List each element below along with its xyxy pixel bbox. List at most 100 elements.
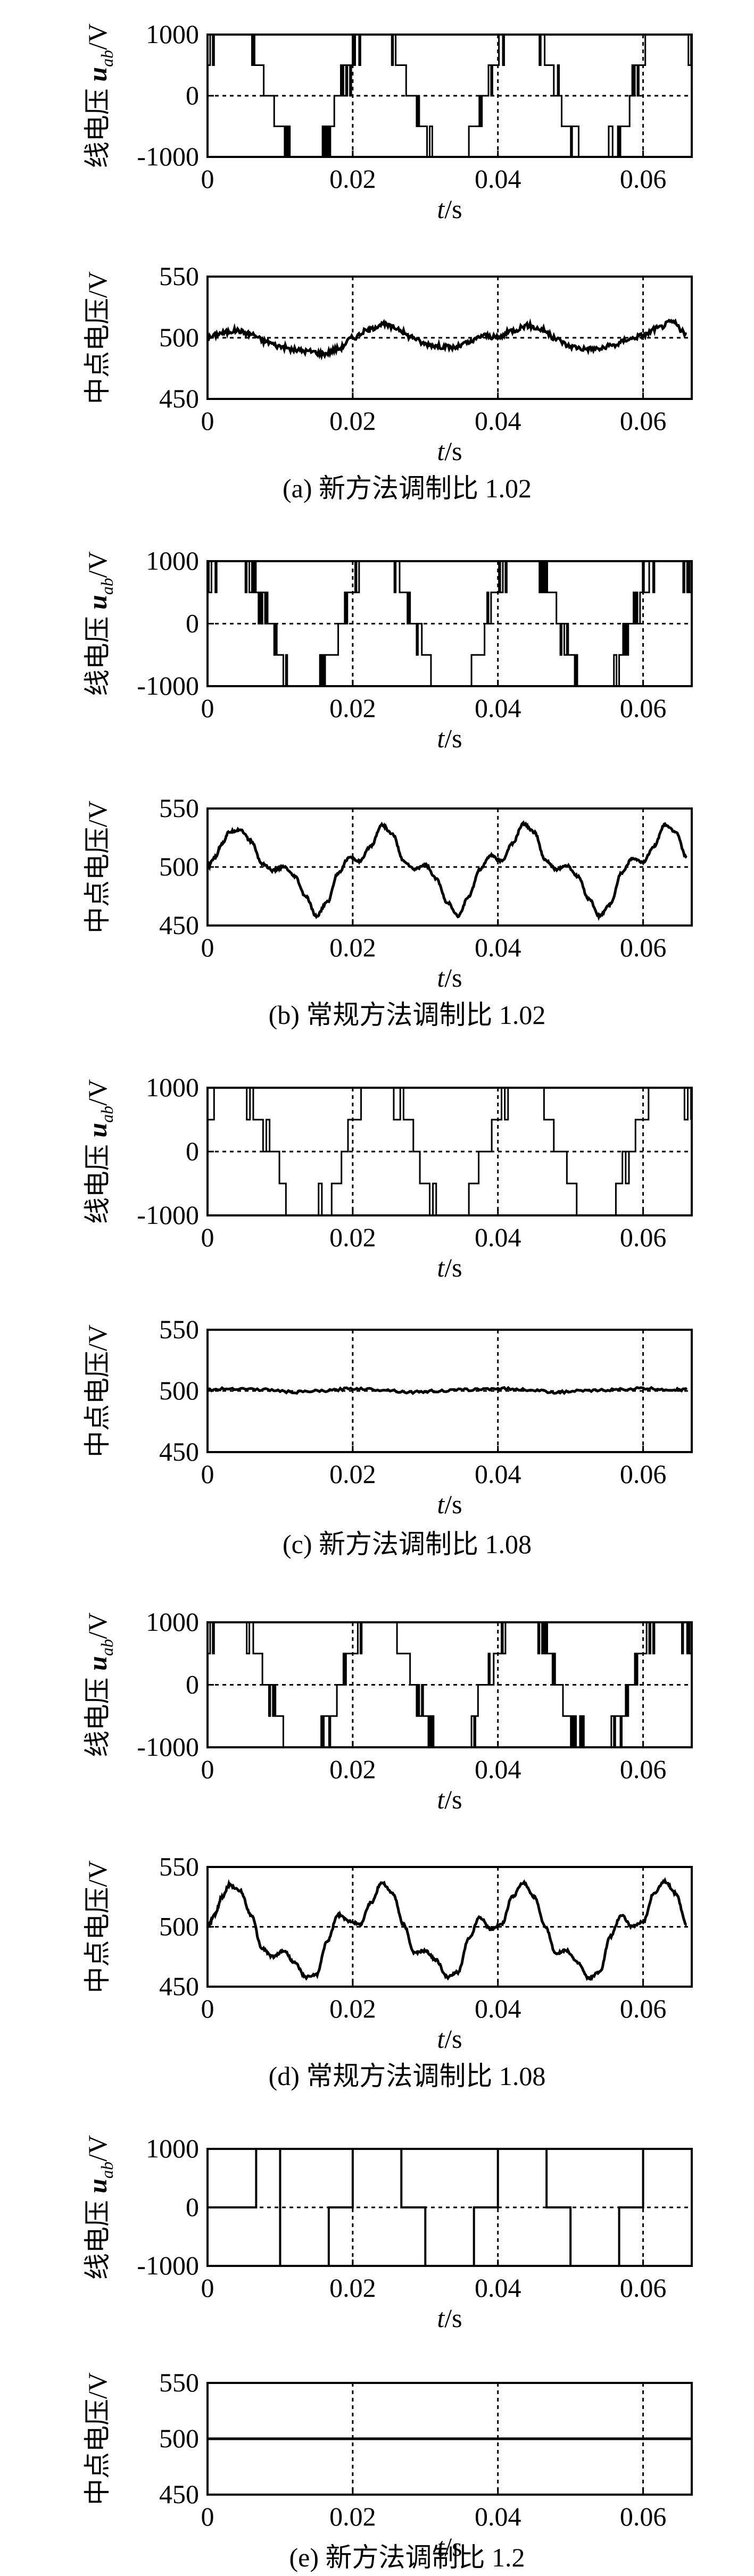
ylabel-prefix: 线电压 bbox=[82, 1671, 112, 1757]
np_chart-xlabel-unit: /s bbox=[444, 963, 462, 993]
np_chart-xlabel: t/s bbox=[437, 963, 462, 993]
line_chart-ytick-label-1: 0 bbox=[186, 2192, 199, 2222]
np_chart-xtick-label-3: 0.06 bbox=[620, 2502, 667, 2531]
line_chart-xtick-label-2: 0.04 bbox=[475, 693, 521, 723]
np_chart-xlabel: t/s bbox=[437, 2532, 462, 2562]
line_chart-xtick-label-0: 0 bbox=[201, 693, 214, 723]
np_chart-xtick-label-0: 0 bbox=[201, 1459, 214, 1489]
ylabel-prefix: 线电压 bbox=[82, 610, 112, 696]
line_chart-xlabel: t/s bbox=[437, 2303, 462, 2333]
np_chart-ytick-label-1: 500 bbox=[159, 1912, 199, 1941]
ylabel-var: u bbox=[82, 1123, 112, 1138]
neutral-point-chart: 450 500 550 0 0.02 0.04 0.06 t/s 中点电压/V bbox=[82, 793, 693, 993]
np_chart-ytick-label-1: 500 bbox=[159, 322, 199, 352]
panel-caption: (d) 常规方法调制比 1.08 bbox=[269, 2061, 546, 2091]
line_chart-xtick-label-1: 0.02 bbox=[329, 2273, 376, 2303]
line_chart-ytick-label-0: -1000 bbox=[137, 141, 199, 171]
ylabel-sub: ab bbox=[97, 1106, 117, 1123]
line_chart-xtick-label-0: 0 bbox=[201, 1754, 214, 1784]
line_chart-ylabel: 线电压 uab/V bbox=[82, 1079, 117, 1224]
np_chart-ylabel: 中点电压/V bbox=[82, 1324, 112, 1457]
line_chart-xtick-label-0: 0 bbox=[201, 2273, 214, 2303]
np_chart-xlabel-unit: /s bbox=[444, 1489, 462, 1519]
line_chart-xtick-label-2: 0.04 bbox=[475, 1754, 521, 1784]
np_chart-frame bbox=[206, 1329, 693, 1453]
line_chart-xtick-label-2: 0.04 bbox=[475, 164, 521, 194]
neutral-point-chart: 450 500 550 0 0.02 0.04 0.06 t/s 中点电压/V bbox=[82, 261, 693, 466]
line_chart-ytick-label-0: -1000 bbox=[137, 671, 199, 701]
np_chart-xlabel-var: t bbox=[437, 2532, 445, 2562]
ylabel-var: u bbox=[82, 1656, 112, 1671]
np_chart-xlabel-unit: /s bbox=[444, 2024, 462, 2054]
np_chart-ytick-label-0: 450 bbox=[159, 2479, 199, 2509]
line_chart-xtick-label-2: 0.04 bbox=[475, 1222, 521, 1252]
line_chart-xlabel: t/s bbox=[437, 1253, 462, 1282]
line_chart-xlabel-var: t bbox=[437, 194, 445, 224]
np_chart-xlabel-var: t bbox=[437, 436, 445, 466]
line_chart-xtick-label-3: 0.06 bbox=[620, 164, 667, 194]
np_chart-frame bbox=[206, 276, 693, 400]
line_chart-xtick-label-1: 0.02 bbox=[329, 1222, 376, 1252]
line_chart-xlabel-unit: /s bbox=[444, 723, 462, 753]
line_chart-xtick-label-3: 0.06 bbox=[620, 1754, 667, 1784]
np_chart-xtick-label-1: 0.02 bbox=[329, 1994, 376, 2023]
neutral-point-chart: 450 500 550 0 0.02 0.04 0.06 t/s 中点电压/V bbox=[82, 2367, 693, 2562]
ylabel-prefix: 线电压 bbox=[82, 2194, 112, 2280]
ylabel-unit: /V bbox=[82, 23, 112, 50]
line_chart-ytick-label-2: 1000 bbox=[146, 19, 199, 49]
np_chart-ylabel: 中点电压/V bbox=[82, 2372, 112, 2505]
line_chart-xlabel-var: t bbox=[437, 2303, 445, 2333]
line_chart-ylabel: 线电压 uab/V bbox=[82, 23, 117, 168]
np_chart-xlabel-var: t bbox=[437, 1489, 445, 1519]
line_chart-ytick-label-1: 0 bbox=[186, 1136, 199, 1166]
np_chart-xlabel-unit: /s bbox=[444, 2532, 462, 2562]
line_chart-ytick-label-2: 1000 bbox=[146, 546, 199, 576]
line_chart-ylabel: 线电压 uab/V bbox=[82, 2135, 117, 2280]
ylabel-unit: /V bbox=[82, 551, 112, 578]
line_chart-ytick-label-2: 1000 bbox=[146, 1072, 199, 1102]
ylabel-prefix: 线电压 bbox=[82, 1138, 112, 1224]
line_chart-xlabel-unit: /s bbox=[444, 1785, 462, 1814]
neutral-point-chart: 450 500 550 0 0.02 0.04 0.06 t/s 中点电压/V bbox=[82, 1314, 693, 1519]
np_chart-xtick-label-1: 0.02 bbox=[329, 2502, 376, 2531]
line_chart-xlabel-var: t bbox=[437, 1253, 445, 1282]
neutral-point-trace bbox=[207, 318, 687, 361]
np_chart-xlabel-var: t bbox=[437, 963, 445, 993]
line_chart-xlabel-unit: /s bbox=[444, 2303, 462, 2333]
line_chart-ytick-label-2: 1000 bbox=[146, 1607, 199, 1637]
line_chart-xlabel: t/s bbox=[437, 723, 462, 753]
np_chart-ytick-label-0: 450 bbox=[159, 910, 199, 940]
neutral-point-trace bbox=[207, 1386, 688, 1395]
np_chart-ylabel: 中点电压/V bbox=[82, 801, 112, 933]
np_chart-xlabel: t/s bbox=[437, 1489, 462, 1519]
line-voltage-trace bbox=[208, 1087, 692, 1216]
line-voltage-trace bbox=[208, 1621, 691, 1748]
line-voltage-trace bbox=[208, 2148, 692, 2267]
line_chart-xtick-label-3: 0.06 bbox=[620, 693, 667, 723]
np_chart-ytick-label-0: 450 bbox=[159, 1437, 199, 1466]
line_chart-ytick-label-1: 0 bbox=[186, 1670, 199, 1699]
np_chart-ylabel: 中点电压/V bbox=[82, 271, 112, 404]
np_chart-xtick-label-2: 0.04 bbox=[475, 932, 521, 962]
line_chart-xlabel-var: t bbox=[437, 1785, 445, 1814]
np_chart-xtick-label-1: 0.02 bbox=[329, 406, 376, 436]
np_chart-xlabel: t/s bbox=[437, 2024, 462, 2054]
ylabel-unit: /V bbox=[82, 1079, 112, 1106]
np_chart-ytick-label-2: 550 bbox=[159, 1314, 199, 1344]
np_chart-ytick-label-1: 500 bbox=[159, 852, 199, 881]
line_chart-xtick-label-1: 0.02 bbox=[329, 164, 376, 194]
line_chart-xlabel-var: t bbox=[437, 723, 445, 753]
np_chart-xtick-label-1: 0.02 bbox=[329, 932, 376, 962]
np_chart-xtick-label-0: 0 bbox=[201, 406, 214, 436]
ylabel-text: 中点电压/V bbox=[82, 2372, 112, 2505]
ylabel-sub: ab bbox=[97, 578, 117, 595]
